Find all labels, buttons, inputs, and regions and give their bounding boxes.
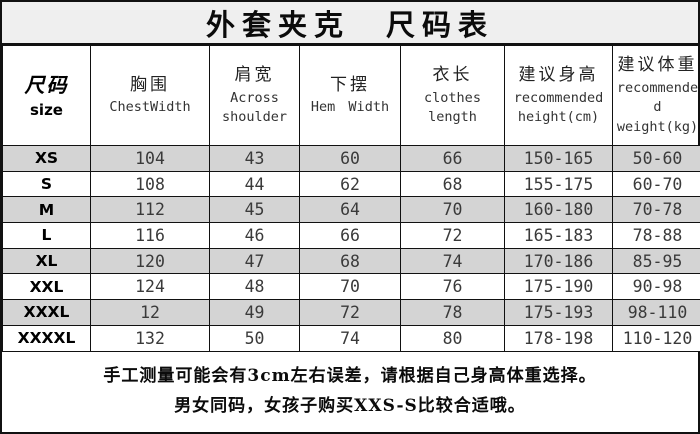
col-header-zh-label: 尺码 — [24, 72, 69, 97]
col-header-en-label: size — [30, 100, 63, 119]
table-cell: 68 — [400, 170, 505, 198]
col-header-zh-label: 肩宽 — [234, 65, 275, 86]
table-cell: 68 — [299, 247, 401, 275]
col-header-zh-label: 建议身高 — [518, 65, 599, 86]
col-header-zh-label: 建议体重 — [617, 55, 698, 76]
col-header-zh-label: 下摆 — [330, 74, 370, 95]
table-cell: 120 — [90, 247, 210, 275]
table-cell: 62 — [299, 170, 401, 198]
page-title: 外套夹克 尺码表 — [2, 2, 698, 45]
footer-note: 手工测量可能会有3cm左右误差，请根据自己身高体重选择。 男女同码，女孩子购买X… — [2, 351, 698, 432]
table-cell: 64 — [299, 196, 401, 224]
table-cell: 76 — [400, 273, 505, 301]
table-cell: 112 — [90, 196, 210, 224]
table-row: L 116 46 66 72 165-183 78-88 — [2, 222, 700, 249]
row-label: XXXXL — [2, 324, 91, 352]
footer-note-line: 男女同码，女孩子购买XXS-S比较合适哦。 — [174, 395, 526, 416]
col-header-zh-label: 胸围 — [130, 74, 170, 95]
row-label: M — [2, 196, 91, 224]
table-cell: 104 — [90, 145, 210, 172]
col-header-recommended-height: 建议身高 recommended height(cm) — [504, 45, 613, 146]
table-header: 尺码 size 胸围 ChestWidth 肩宽 Across shoulder… — [2, 45, 700, 146]
table-cell: 124 — [90, 273, 210, 301]
row-label: XXXL — [2, 299, 91, 326]
col-header-recommended-weight: 建议体重 recommende d weight(kg) — [612, 45, 700, 146]
table-cell: 178-198 — [504, 324, 613, 352]
col-header-en-label: recommended — [513, 89, 604, 106]
table-cell: 150-165 — [504, 145, 613, 172]
table-cell: 50-60 — [612, 145, 700, 172]
table-cell: 98-110 — [612, 299, 700, 326]
table-cell: 155-175 — [504, 170, 613, 198]
row-label: XL — [2, 247, 91, 275]
table-row: XL 120 47 68 74 170-186 85-95 — [2, 247, 700, 275]
table-body: XS 104 43 60 66 150-165 50-60 S 108 44 6… — [2, 145, 700, 352]
table-cell: 74 — [400, 247, 505, 275]
table-cell: 74 — [299, 324, 401, 352]
table-cell: 170-186 — [504, 247, 613, 275]
footer-note-line: 手工测量可能会有3cm左右误差，请根据自己身高体重选择。 — [103, 366, 597, 387]
table-cell: 66 — [400, 145, 505, 172]
col-header-en-label: d — [653, 99, 662, 116]
table-cell: 165-183 — [504, 222, 613, 249]
row-label: XS — [2, 145, 91, 172]
row-label: L — [2, 222, 91, 249]
col-header-hem-width: 下摆 Hem Width — [299, 45, 401, 146]
table-cell: 85-95 — [612, 247, 700, 275]
table-cell: 60-70 — [612, 170, 700, 198]
col-header-en-label: Across — [230, 89, 279, 106]
table-cell: 108 — [90, 170, 210, 198]
col-header-en-label: ChestWidth — [109, 99, 191, 116]
table-cell: 43 — [209, 145, 300, 172]
col-header-en-label: weight(kg) — [616, 119, 699, 136]
col-header-en-label: shoulder — [221, 109, 288, 126]
table-cell: 72 — [299, 299, 401, 326]
table-cell: 45 — [209, 196, 300, 224]
table-cell: 116 — [90, 222, 210, 249]
table-cell: 160-180 — [504, 196, 613, 224]
table-cell: 78 — [400, 299, 505, 326]
table-cell: 70 — [400, 196, 505, 224]
col-header-chest-width: 胸围 ChestWidth — [90, 45, 210, 146]
table-row: XXXL 12 49 72 78 175-193 98-110 — [2, 299, 700, 326]
col-header-en-label: Hem Width — [310, 99, 390, 116]
table-cell: 80 — [400, 324, 505, 352]
col-header-size: 尺码 size — [2, 45, 91, 146]
col-header-clothes-length: 衣长 clothes length — [400, 45, 505, 146]
table-row: XXXXL 132 50 74 80 178-198 110-120 — [2, 324, 700, 352]
table-row: S 108 44 62 68 155-175 60-70 — [2, 170, 700, 198]
table-cell: 46 — [209, 222, 300, 249]
col-header-en-label: height(cm) — [517, 109, 600, 126]
table-cell: 132 — [90, 324, 210, 352]
table-cell: 49 — [209, 299, 300, 326]
row-label: S — [2, 170, 91, 198]
table-row: XXL 124 48 70 76 175-190 90-98 — [2, 273, 700, 301]
table-cell: 72 — [400, 222, 505, 249]
table-cell: 78-88 — [612, 222, 700, 249]
table-cell: 175-193 — [504, 299, 613, 326]
table-cell: 12 — [90, 299, 210, 326]
table-cell: 175-190 — [504, 273, 613, 301]
col-header-zh-label: 衣长 — [432, 65, 473, 86]
size-table: 尺码 size 胸围 ChestWidth 肩宽 Across shoulder… — [2, 45, 700, 352]
table-cell: 47 — [209, 247, 300, 275]
table-cell: 66 — [299, 222, 401, 249]
table-row: XS 104 43 60 66 150-165 50-60 — [2, 145, 700, 172]
table-cell: 70 — [299, 273, 401, 301]
table-cell: 50 — [209, 324, 300, 352]
table-row: M 112 45 64 70 160-180 70-78 — [2, 196, 700, 224]
table-cell: 70-78 — [612, 196, 700, 224]
header-row: 尺码 size 胸围 ChestWidth 肩宽 Across shoulder… — [2, 45, 700, 146]
table-cell: 110-120 — [612, 324, 700, 352]
col-header-en-label: clothes length — [424, 89, 481, 126]
row-label: XXL — [2, 273, 91, 301]
col-header-across-shoulder: 肩宽 Across shoulder — [209, 45, 300, 146]
table-cell: 90-98 — [612, 273, 700, 301]
table-cell: 48 — [209, 273, 300, 301]
table-cell: 60 — [299, 145, 401, 172]
table-cell: 44 — [209, 170, 300, 198]
col-header-en-label: recommende — [616, 79, 699, 96]
